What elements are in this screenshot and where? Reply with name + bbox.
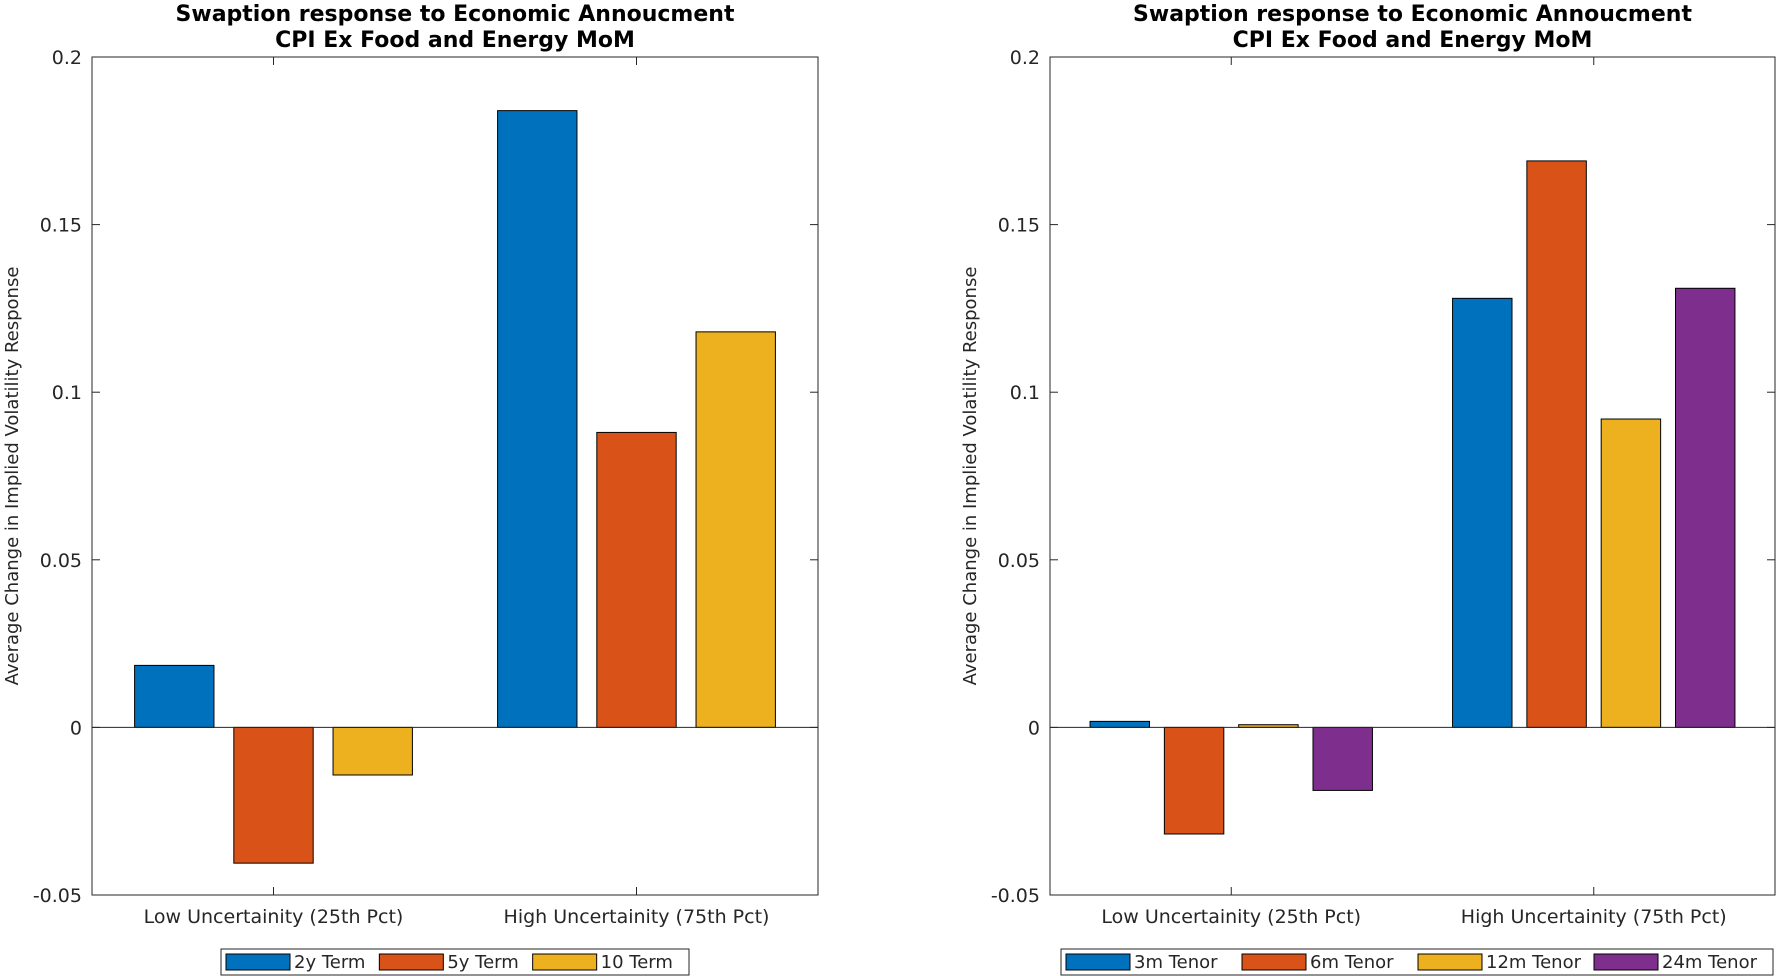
legend-label: 12m Tenor bbox=[1486, 952, 1582, 973]
y-tick-label: 0.15 bbox=[998, 215, 1040, 237]
legend-swatch bbox=[378, 953, 444, 971]
legend-box bbox=[220, 948, 690, 976]
axes-box bbox=[1049, 56, 1776, 896]
x-category-label: Low Uncertainity (25th Pct) bbox=[1101, 906, 1361, 928]
chart-title: Swaption response to Economic Annoucment bbox=[176, 2, 735, 27]
y-tick-label: 0.05 bbox=[40, 550, 82, 572]
legend-swatch bbox=[1417, 953, 1483, 971]
bar-2y-term bbox=[134, 664, 215, 728]
y-tick-label: 0.2 bbox=[1010, 47, 1040, 69]
chart-subtitle: CPI Ex Food and Energy MoM bbox=[1233, 28, 1593, 53]
bar-2y-term bbox=[497, 110, 578, 728]
y-tick-label: 0 bbox=[1028, 717, 1040, 739]
x-category-label: High Uncertainity (75th Pct) bbox=[1461, 906, 1727, 928]
y-axis-label: Average Change in Implied Volatility Res… bbox=[960, 267, 981, 686]
y-tick-label: -0.05 bbox=[991, 885, 1040, 907]
chart-title: Swaption response to Economic Annoucment bbox=[1133, 2, 1692, 27]
bar-24m-tenor bbox=[1312, 726, 1373, 791]
chart-subtitle: CPI Ex Food and Energy MoM bbox=[275, 28, 635, 53]
left-chart-panel: -0.05 0 0.05 0.1 0.15 0.2 Low Uncertainity (25… bbox=[2, 2, 819, 976]
y-tick-label: 0 bbox=[70, 717, 82, 739]
bar-5y-term bbox=[233, 726, 314, 864]
bar-5y-term bbox=[596, 431, 677, 728]
legend-swatch bbox=[1065, 953, 1131, 971]
legend-swatch bbox=[1593, 953, 1659, 971]
legend-label: 10 Term bbox=[601, 952, 673, 973]
legend: 3m Tenor 6m Tenor 12m Tenor 24m Tenor bbox=[1060, 948, 1774, 976]
bar-10-term bbox=[332, 726, 413, 776]
legend-swatch bbox=[1241, 953, 1307, 971]
legend-swatch bbox=[532, 953, 598, 971]
y-tick-label: 0.2 bbox=[52, 47, 82, 69]
bar-6m-tenor bbox=[1163, 726, 1225, 835]
bar-6m-tenor bbox=[1526, 160, 1587, 728]
right-chart-panel: -0.05 0 0.05 0.1 0.15 0.2 Low Uncertainity (25… bbox=[960, 2, 1776, 976]
axes-box bbox=[91, 56, 819, 896]
bar-3m-tenor bbox=[1452, 297, 1513, 728]
bar-24m-tenor bbox=[1674, 287, 1736, 728]
bar-3m-tenor bbox=[1089, 720, 1151, 728]
y-tick-label: 0.1 bbox=[52, 382, 82, 404]
legend-label: 24m Tenor bbox=[1662, 952, 1758, 973]
y-tick-label: 0.15 bbox=[40, 215, 82, 237]
bar-10-term bbox=[695, 331, 776, 728]
legend-label: 3m Tenor bbox=[1134, 952, 1218, 973]
y-tick-label: -0.05 bbox=[33, 885, 82, 907]
y-tick-label: 0.1 bbox=[1010, 382, 1040, 404]
bar-12m-tenor bbox=[1600, 418, 1662, 728]
x-category-label: High Uncertainity (75th Pct) bbox=[504, 906, 770, 928]
y-axis-label: Average Change in Implied Volatility Res… bbox=[2, 267, 23, 686]
legend: 2y Term 5y Term 10 Term bbox=[220, 948, 690, 976]
y-tick-label: 0.05 bbox=[998, 550, 1040, 572]
legend-swatch bbox=[225, 953, 291, 971]
legend-label: 6m Tenor bbox=[1310, 952, 1394, 973]
x-category-label: Low Uncertainity (25th Pct) bbox=[144, 906, 404, 928]
legend-label: 2y Term bbox=[294, 952, 365, 973]
legend-label: 5y Term bbox=[447, 952, 518, 973]
